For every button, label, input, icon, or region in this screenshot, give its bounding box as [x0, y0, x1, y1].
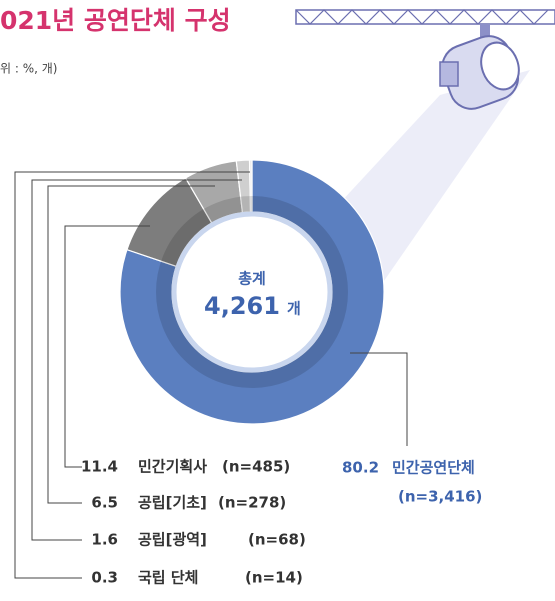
chart-title: 021년 공연단체 구성 — [0, 6, 231, 35]
center-title: 총계 — [238, 270, 266, 288]
value-label: 11.4 — [81, 458, 118, 476]
count-label: (n=485) — [222, 458, 290, 476]
leader-line — [31, 179, 242, 541]
category-label: 국립 단체 — [138, 569, 198, 587]
value-label: 1.6 — [91, 531, 118, 549]
leader-line — [14, 171, 250, 579]
category-label: 민간공연단체 — [392, 459, 475, 477]
category-label: 민간기획사 — [138, 458, 207, 476]
inner-shade — [156, 196, 348, 388]
center-unit: 개 — [287, 300, 301, 318]
category-label: 공립[기초] — [138, 494, 207, 512]
value-label: 6.5 — [91, 494, 118, 512]
value-label: 80.2 — [342, 459, 379, 477]
leader-line — [350, 352, 408, 446]
donut — [119, 159, 385, 425]
count-label: (n=68) — [248, 531, 306, 549]
leader-line — [64, 225, 150, 468]
count-label: (n=3,416) — [398, 488, 482, 506]
value-label: 0.3 — [91, 569, 118, 587]
category-label: 공립[광역] — [138, 531, 207, 549]
subtitle: 위 : %, 개) — [0, 62, 57, 76]
count-label: (n=278) — [218, 494, 286, 512]
leader-line — [47, 185, 215, 504]
count-label: (n=14) — [245, 569, 303, 587]
center-value: 4,261 — [204, 292, 280, 320]
center-disc — [171, 211, 333, 373]
